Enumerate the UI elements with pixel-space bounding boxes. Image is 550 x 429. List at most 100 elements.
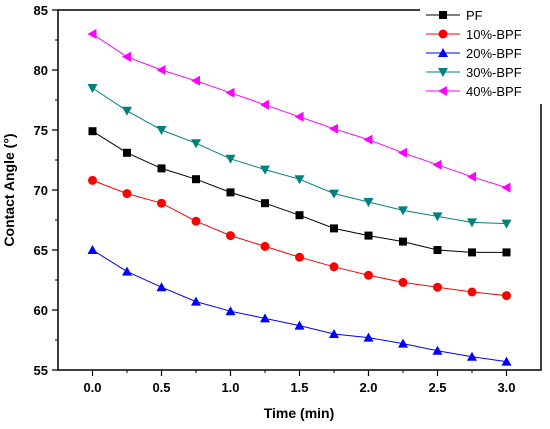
data-point (122, 189, 132, 199)
y-tick-label: 80 (34, 63, 48, 78)
data-point (225, 87, 235, 98)
data-point (501, 182, 511, 193)
x-tick-label: 3.0 (497, 380, 515, 395)
legend-marker (438, 29, 448, 39)
data-point (467, 287, 477, 297)
data-point (87, 29, 97, 39)
data-point (398, 277, 408, 287)
data-point (329, 262, 339, 272)
series-2 (88, 175, 511, 301)
data-point (398, 206, 408, 216)
data-point (260, 313, 270, 323)
y-axis-title: Contact Angle (°) (1, 133, 17, 246)
data-point (467, 218, 477, 228)
ticks-layer: 0.0 0.5 1.0 1.5 2.0 2.5 3.0 55 60 65 70 75 80 85 (34, 3, 516, 395)
data-point (294, 111, 304, 122)
data-point (295, 252, 304, 262)
data-point (399, 237, 407, 246)
data-point (226, 188, 235, 197)
data-point (398, 147, 407, 158)
series-3 (87, 245, 512, 366)
legend-marker (439, 11, 447, 19)
series-line (92, 249, 507, 363)
data-point (191, 75, 200, 86)
series-line (92, 179, 507, 297)
legend-marker (438, 86, 447, 96)
x-tick-label: 0.0 (83, 380, 101, 395)
data-point (363, 332, 374, 342)
legend-label: 40%-BPF (466, 84, 522, 99)
data-point (87, 84, 98, 93)
data-point (192, 175, 200, 184)
series-line (92, 87, 507, 225)
data-point (468, 248, 476, 257)
data-point (364, 270, 373, 280)
data-point (88, 127, 97, 136)
legend-marker (438, 68, 448, 77)
data-point (502, 291, 511, 301)
data-point (501, 219, 512, 229)
data-point (260, 99, 269, 110)
data-point (502, 248, 511, 257)
data-point (467, 171, 476, 182)
data-point (191, 216, 201, 226)
data-point (433, 246, 442, 254)
data-point (122, 266, 132, 276)
data-point (260, 165, 270, 175)
data-point (432, 212, 443, 222)
data-point (295, 211, 304, 220)
x-tick-label: 1.0 (221, 380, 239, 395)
data-point (363, 198, 374, 207)
legend: PF 10%-BPF 20%-BPF 30%-BPF 40%-BPF (426, 8, 522, 99)
data-point (363, 134, 373, 145)
data-point (433, 282, 442, 292)
series-line (92, 130, 507, 253)
data-point (330, 224, 338, 233)
legend-label: PF (466, 8, 483, 23)
data-point (191, 139, 201, 149)
data-point (157, 198, 166, 208)
y-tick-label: 85 (34, 3, 48, 18)
legend-label: 30%-BPF (466, 65, 522, 80)
y-tick-label: 60 (34, 303, 48, 318)
legend-marker (438, 48, 448, 57)
x-tick-label: 2.0 (359, 380, 377, 395)
data-point (329, 123, 338, 134)
data-point (364, 231, 373, 240)
data-point (122, 51, 131, 62)
data-point (122, 106, 132, 116)
series-5 (87, 29, 511, 193)
data-point (156, 282, 167, 292)
y-tick-label: 70 (34, 183, 48, 198)
data-point (260, 241, 270, 251)
legend-label: 10%-BPF (466, 27, 522, 42)
data-point (294, 320, 305, 330)
data-point (87, 245, 98, 254)
data-point (432, 159, 442, 170)
data-point (294, 175, 305, 185)
data-point (156, 65, 166, 75)
data-point (156, 126, 167, 135)
data-point (88, 175, 97, 185)
data-point (225, 306, 236, 316)
series-4 (87, 84, 512, 229)
data-point (432, 345, 443, 355)
data-point (157, 164, 166, 173)
data-point (261, 199, 269, 208)
data-point (225, 154, 236, 164)
x-tick-label: 1.5 (290, 380, 308, 395)
data-point (226, 231, 235, 241)
data-point (501, 356, 512, 366)
series-layer (87, 29, 512, 366)
data-point (467, 351, 477, 361)
data-point (123, 148, 131, 157)
x-tick-label: 0.5 (152, 380, 170, 395)
data-point (398, 338, 408, 348)
legend-label: 20%-BPF (466, 46, 522, 61)
data-point (329, 189, 339, 199)
y-tick-label: 65 (34, 243, 48, 258)
data-point (329, 329, 339, 338)
y-tick-label: 55 (34, 363, 48, 378)
x-axis-title: Time (min) (264, 405, 335, 421)
